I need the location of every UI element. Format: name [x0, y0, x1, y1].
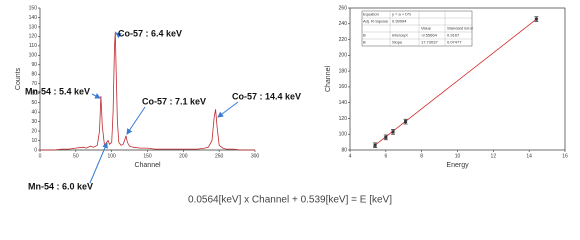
- annotation-arrow: [89, 142, 108, 184]
- inset-cell: 0.99994: [392, 19, 407, 24]
- x-tick-label: 12: [491, 153, 497, 159]
- annotation: Co-57 : 6.4 keV: [118, 28, 182, 38]
- data-point: [534, 17, 538, 21]
- data-point: [404, 120, 408, 124]
- inset-cell: Adj. R-Square: [363, 19, 389, 24]
- y-tick-label: 0: [34, 147, 37, 153]
- x-tick-label: 200: [179, 153, 188, 159]
- y-tick-label: 180: [339, 68, 348, 74]
- inset-cell: y = a + b*x: [392, 12, 411, 17]
- y-tick-label: 130: [29, 24, 38, 30]
- y-tick-label: 60: [31, 91, 37, 97]
- y-tick-label: 80: [341, 147, 347, 153]
- inset-cell: Equation: [363, 12, 379, 17]
- inset-cell: 0.9167: [447, 33, 460, 38]
- y-tick-label: 80: [31, 72, 37, 78]
- fit-line: [373, 17, 539, 147]
- page: 0.0564[keV] x Channel + 0.539[keV] = E […: [14, 5, 568, 206]
- x-tick-label: 100: [107, 153, 116, 159]
- y-axis-label: Counts: [15, 67, 22, 90]
- y-tick-label: 110: [29, 43, 37, 49]
- annotation: Mn-54 : 6.0 keV: [28, 181, 93, 191]
- annotation: Co-57 : 7.1 keV: [142, 96, 206, 106]
- y-tick-label: 20: [31, 128, 37, 134]
- data-point: [384, 135, 388, 139]
- y-tick-label: 260: [339, 5, 348, 11]
- spectrum-line: [40, 31, 255, 151]
- inset-cell: B: [363, 33, 366, 38]
- annotation-arrow: [217, 101, 239, 118]
- annotation-arrow: [91, 93, 101, 99]
- y-tick-label: 150: [29, 5, 38, 11]
- inset-header: Standard Error: [447, 26, 474, 31]
- x-tick-label: 6: [384, 153, 387, 159]
- x-tick-label: 250: [215, 153, 224, 159]
- annotation-arrow: [115, 32, 122, 39]
- y-tick-label: 70: [31, 81, 37, 87]
- y-tick-label: 140: [339, 100, 348, 106]
- inset-header: Value: [421, 26, 432, 31]
- x-tick-label: 50: [73, 153, 79, 159]
- annotation: Mn-54 : 5.4 keV: [25, 86, 90, 96]
- x-tick-label: 10: [455, 153, 461, 159]
- y-tick-label: 30: [31, 119, 37, 125]
- caption: 0.0564[keV] x Channel + 0.539[keV] = E […: [188, 195, 392, 206]
- x-axis-label: Energy: [446, 162, 469, 169]
- y-axis-label: Channel: [325, 66, 332, 93]
- x-tick-label: 150: [143, 153, 152, 159]
- data-point: [391, 130, 395, 134]
- y-tick-label: 220: [339, 37, 348, 43]
- x-axis-label: Channel: [134, 162, 161, 169]
- x-tick-label: 0: [39, 153, 42, 159]
- y-tick-label: 140: [29, 15, 38, 21]
- annotation-arrow: [126, 106, 146, 135]
- x-tick-label: 300: [251, 153, 260, 159]
- y-tick-label: 40: [31, 109, 37, 115]
- y-tick-label: 240: [339, 21, 348, 27]
- y-tick-label: 120: [29, 34, 38, 40]
- y-tick-label: 90: [31, 62, 37, 68]
- x-tick-label: 14: [526, 153, 532, 159]
- y-tick-label: 120: [339, 116, 348, 122]
- y-tick-label: 100: [339, 132, 348, 138]
- inset-cell: Slope: [392, 40, 403, 45]
- y-tick-label: 100: [29, 53, 38, 59]
- inset-table: [361, 10, 473, 47]
- y-tick-label: 50: [31, 100, 37, 106]
- x-tick-label: 4: [349, 153, 352, 159]
- inset-cell: -9.55664: [421, 33, 438, 38]
- x-tick-label: 8: [420, 153, 423, 159]
- inset-cell: 17.73037: [421, 40, 438, 45]
- y-tick-label: 160: [339, 84, 348, 90]
- y-tick-label: 200: [339, 53, 348, 59]
- inset-cell: Intercept: [392, 33, 408, 38]
- inset-cell: 0.07477: [447, 40, 462, 45]
- data-point: [373, 143, 377, 147]
- figure: 0.0564[keV] x Channel + 0.539[keV] = E […: [15, 5, 568, 206]
- annotation: Co-57 : 14.4 keV: [232, 91, 301, 101]
- x-tick-label: 16: [562, 153, 568, 159]
- y-tick-label: 10: [31, 138, 37, 144]
- inset-cell: B: [363, 40, 366, 45]
